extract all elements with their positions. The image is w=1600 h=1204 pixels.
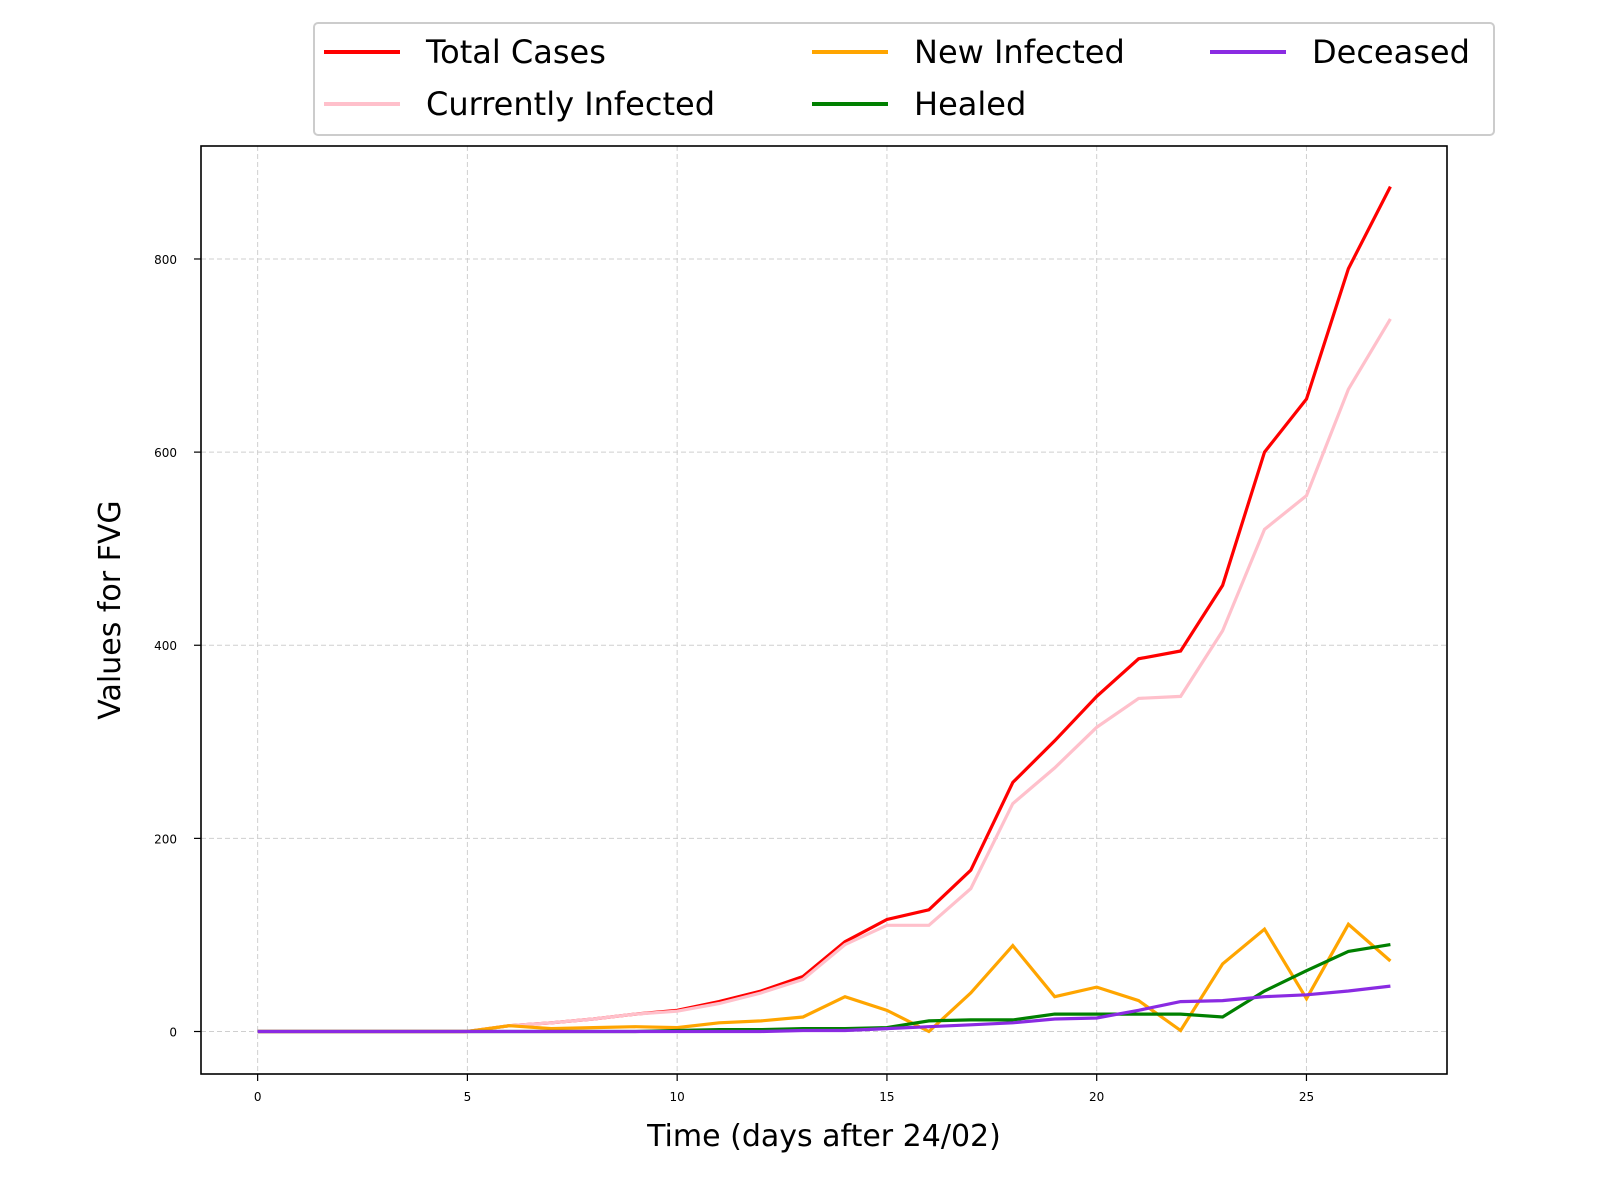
y-tick-label: 800 bbox=[154, 253, 177, 267]
legend-label: Currently Infected bbox=[426, 85, 715, 123]
y-axis: 0 200 400 600 800 bbox=[154, 253, 201, 1040]
legend-label: New Infected bbox=[914, 33, 1125, 71]
x-tick-label: 15 bbox=[879, 1090, 894, 1104]
legend-frame bbox=[313, 22, 1495, 136]
legend-item-deceased: Deceased bbox=[1210, 33, 1470, 71]
legend-item-total-cases: Total Cases bbox=[324, 33, 606, 71]
y-tick-label: 600 bbox=[154, 446, 177, 460]
x-tick-label: 5 bbox=[464, 1090, 472, 1104]
y-axis-title: Values for FVG bbox=[93, 500, 128, 719]
y-tick-label: 400 bbox=[154, 639, 177, 653]
x-tick-label: 20 bbox=[1089, 1090, 1104, 1104]
legend-item-currently-infected: Currently Infected bbox=[324, 85, 715, 123]
series-line-deceased bbox=[257, 984, 1391, 1034]
legend-label: Healed bbox=[914, 85, 1026, 123]
x-axis-title: Time (days after 24/02) bbox=[646, 1119, 1001, 1154]
y-tick-label: 0 bbox=[169, 1026, 177, 1040]
plot-frame bbox=[200, 145, 1448, 1075]
y-tick-label: 200 bbox=[154, 832, 177, 846]
legend-item-healed: Healed bbox=[812, 85, 1026, 123]
x-tick-label: 0 bbox=[254, 1090, 262, 1104]
x-tick-label: 10 bbox=[670, 1090, 685, 1104]
legend-item-new-infected: New Infected bbox=[812, 33, 1125, 71]
grid bbox=[201, 146, 1447, 1074]
x-tick-label: 25 bbox=[1299, 1090, 1314, 1104]
legend-label: Deceased bbox=[1312, 33, 1470, 71]
legend: Total Cases Currently Infected New Infecte… bbox=[313, 22, 1495, 136]
series-line-currently-infected bbox=[257, 318, 1392, 1034]
series-lines bbox=[257, 185, 1392, 1034]
legend-label: Total Cases bbox=[425, 33, 606, 71]
x-axis: 0 5 10 15 20 25 bbox=[254, 1074, 1314, 1104]
series-line-total-cases bbox=[257, 185, 1392, 1034]
